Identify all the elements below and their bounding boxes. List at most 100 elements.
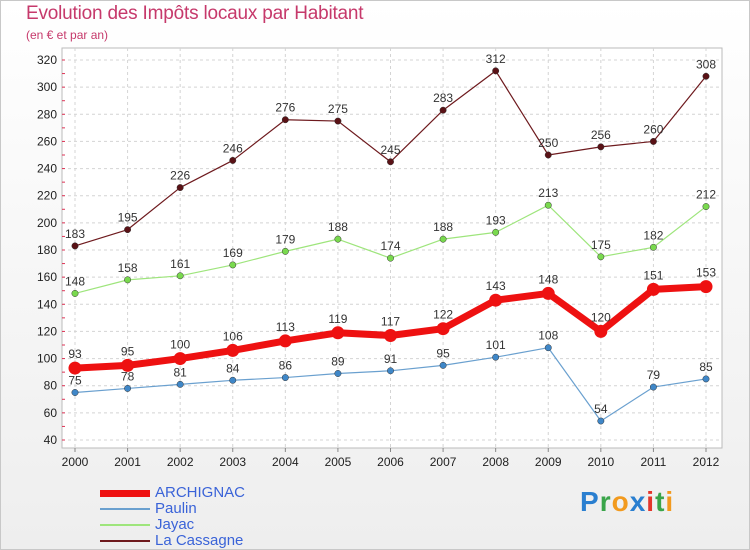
point-la-cassagne <box>176 184 184 192</box>
data-label-paulin: 79 <box>647 368 661 382</box>
y-tick-label: 300 <box>37 80 57 94</box>
y-tick-label: 40 <box>44 433 58 447</box>
y-tick-label: 60 <box>44 406 58 420</box>
data-label-archignac: 148 <box>538 272 558 286</box>
data-label-jayac: 161 <box>170 257 190 271</box>
x-tick-label: 2010 <box>587 455 614 469</box>
x-tick-label: 2001 <box>114 455 141 469</box>
data-label-la-cassagne: 256 <box>591 128 611 142</box>
legend-swatch-archignac <box>100 489 150 497</box>
point-la-cassagne <box>334 117 342 125</box>
point-archignac <box>436 322 450 336</box>
point-la-cassagne <box>281 116 289 124</box>
point-jayac <box>544 201 552 209</box>
y-tick-label: 220 <box>37 189 57 203</box>
data-label-la-cassagne: 226 <box>170 169 190 183</box>
legend-label-archignac: ARCHIGNAC <box>155 484 246 501</box>
point-archignac <box>68 361 82 375</box>
point-jayac <box>176 272 184 280</box>
x-tick-label: 2008 <box>482 455 509 469</box>
data-label-la-cassagne: 275 <box>328 102 348 116</box>
y-tick-label: 280 <box>37 107 57 121</box>
data-label-paulin: 75 <box>68 374 82 388</box>
point-jayac <box>387 254 394 262</box>
data-label-paulin: 85 <box>699 360 713 374</box>
point-la-cassagne <box>702 72 710 80</box>
chart-subtitle: (en € et par an) <box>26 28 109 42</box>
legend-swatch-la-cassagne <box>100 540 150 542</box>
data-labels: 183 195 226 246 276 275 245 283 312 250 256 260 308 1… <box>65 52 716 416</box>
y-tick-label: 140 <box>37 297 57 311</box>
x-tick-label: 2009 <box>535 455 562 469</box>
data-label-archignac: 117 <box>381 315 400 329</box>
data-label-la-cassagne: 246 <box>223 141 243 155</box>
logo-letter: x <box>629 486 647 517</box>
x-tick-label: 2003 <box>219 455 246 469</box>
point-la-cassagne <box>124 226 132 234</box>
point-la-cassagne <box>387 158 394 166</box>
logo-letter: i <box>646 486 656 517</box>
point-archignac <box>384 329 397 342</box>
point-la-cassagne <box>597 143 605 151</box>
data-label-paulin: 86 <box>279 359 293 373</box>
data-label-archignac: 93 <box>68 347 82 361</box>
data-label-la-cassagne: 250 <box>538 136 558 150</box>
point-la-cassagne <box>492 67 500 75</box>
point-la-cassagne <box>71 242 79 250</box>
data-label-jayac: 188 <box>433 220 453 234</box>
point-la-cassagne <box>544 151 552 159</box>
point-jayac <box>649 243 657 251</box>
data-label-paulin: 84 <box>226 361 240 375</box>
legend-swatch-paulin <box>100 508 150 510</box>
grid <box>61 47 723 449</box>
y-tick-label: 320 <box>37 53 57 67</box>
y-tick-label: 120 <box>37 324 57 338</box>
data-label-archignac: 143 <box>486 279 506 293</box>
data-label-archignac: 151 <box>643 268 663 282</box>
legend-swatch-jayac <box>100 524 150 526</box>
x-tick-label: 2011 <box>641 455 667 469</box>
legend-label-jayac: Jayac <box>155 516 195 533</box>
data-label-la-cassagne: 312 <box>486 52 506 66</box>
point-paulin <box>71 389 79 396</box>
point-archignac <box>594 324 608 338</box>
data-label-la-cassagne: 308 <box>696 57 716 71</box>
data-label-jayac: 193 <box>486 213 506 227</box>
x-tick-label: 2002 <box>167 455 194 469</box>
data-label-jayac: 182 <box>643 228 663 242</box>
proxiti-logo: Proxiti <box>580 486 674 518</box>
data-label-jayac: 169 <box>223 246 243 260</box>
point-archignac <box>541 286 555 300</box>
data-label-paulin: 91 <box>384 352 398 366</box>
point-jayac <box>71 289 79 297</box>
point-paulin <box>334 370 342 377</box>
data-label-archignac: 122 <box>433 308 453 322</box>
x-tick-label: 2004 <box>272 455 299 469</box>
data-label-archignac: 153 <box>696 266 716 280</box>
point-archignac <box>173 352 187 366</box>
data-label-archignac: 120 <box>591 310 611 324</box>
data-label-archignac: 113 <box>276 320 295 334</box>
point-archignac <box>489 293 503 307</box>
point-jayac <box>334 235 342 243</box>
point-la-cassagne <box>229 156 237 164</box>
data-label-la-cassagne: 283 <box>433 91 453 105</box>
point-paulin <box>702 375 710 383</box>
data-label-jayac: 213 <box>538 186 558 200</box>
logo-letter: i <box>665 486 675 517</box>
chart-title: Evolution des Impôts locaux par Habitant <box>26 3 364 24</box>
logo-letter: P <box>580 486 600 517</box>
point-jayac <box>439 235 447 243</box>
point-archignac <box>278 334 292 348</box>
data-label-la-cassagne: 260 <box>643 122 663 136</box>
y-tick-label: 180 <box>37 243 57 257</box>
y-tick-label: 160 <box>37 270 57 284</box>
data-label-jayac: 212 <box>696 188 716 202</box>
legend-label-paulin: Paulin <box>155 500 197 517</box>
point-archignac <box>699 280 713 294</box>
data-label-archignac: 119 <box>328 312 347 326</box>
point-archignac <box>226 343 240 357</box>
x-tick-label: 2012 <box>693 455 720 469</box>
data-label-archignac: 95 <box>121 344 135 358</box>
